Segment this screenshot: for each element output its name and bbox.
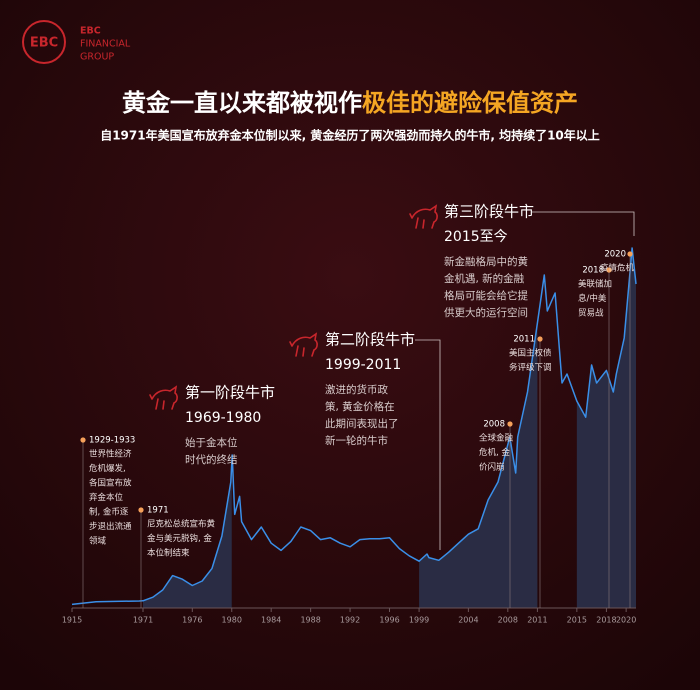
phase-years: 1969-1980 — [185, 410, 261, 426]
x-tick-label: 1984 — [261, 616, 281, 625]
annotation-dot — [537, 336, 543, 342]
phase-title: 第二阶段牛市 — [325, 331, 415, 349]
x-tick-label: 2008 — [498, 616, 518, 625]
logo-text: EBC — [80, 26, 101, 37]
annotation-year: 1929-1933 — [89, 436, 135, 446]
annotation-text: 贸易战 — [578, 308, 604, 319]
title: 黄金一直以来都被视作极佳的避险保值资产 — [122, 89, 578, 117]
x-tick-label: 1988 — [300, 616, 320, 625]
x-tick-label: 2011 — [527, 616, 547, 625]
phase-description: 格局可能会给它提 — [444, 289, 528, 302]
phase-description: 新金融格局中的黄 — [444, 255, 528, 268]
phase-description: 时代的终结 — [185, 453, 238, 466]
x-tick-label: 2018 — [596, 616, 616, 625]
x-tick-label: 1992 — [340, 616, 360, 625]
annotation-text: 领域 — [89, 536, 107, 547]
bull-icon-shape — [289, 332, 318, 357]
annotation-text: 各国宣布放 — [89, 478, 132, 489]
phase-years: 2015至今 — [444, 229, 508, 245]
bull-period-area — [576, 248, 636, 608]
annotation-text: 本位制结束 — [147, 548, 190, 559]
annotation-dot — [138, 507, 144, 513]
annotation-text: 美国主权债 — [509, 348, 552, 359]
annotation-dot — [80, 437, 86, 443]
phase-description: 此期间表现出了 — [325, 417, 399, 430]
subtitle: 自1971年美国宣布放弃金本位制以来, 黄金经历了两次强劲而持久的牛市, 均持续… — [100, 128, 600, 143]
annotation-dot — [627, 251, 633, 257]
phase-description: 新一轮的牛市 — [325, 434, 388, 447]
x-tick-label: 1996 — [379, 616, 399, 625]
annotation-text: 价闪崩 — [479, 462, 505, 473]
x-tick-label: 1976 — [182, 616, 202, 625]
annotation-text: 步退出流通 — [89, 521, 132, 532]
annotation-text: 美联储加 — [578, 279, 612, 290]
x-tick-label: 1980 — [222, 616, 242, 625]
phase-connector — [415, 339, 441, 550]
bull-icon — [149, 385, 178, 410]
title-part: 黄金一直以来都被视作 — [122, 89, 362, 117]
title-highlight: 极佳的避险保值资产 — [362, 89, 578, 117]
annotation-year: 1971 — [147, 506, 169, 516]
logo-ring — [22, 20, 66, 64]
annotation-year: 2020 — [604, 250, 626, 260]
x-tick-label: 1999 — [409, 616, 429, 625]
phase-description: 供更大的运行空间 — [444, 306, 528, 319]
annotation-text: 危机, 金 — [479, 447, 510, 458]
x-tick-label: 1971 — [133, 616, 153, 625]
x-tick-label: 2004 — [458, 616, 478, 625]
phase-connector — [532, 211, 635, 236]
logo-text: FINANCIAL — [80, 39, 131, 50]
phase-title: 第三阶段牛市 — [444, 203, 534, 221]
bull-icon — [289, 332, 318, 357]
annotation-text: 制, 金币逐 — [89, 507, 129, 518]
annotation-text: 疫情危机 — [600, 263, 635, 274]
phase-title: 第一阶段牛市 — [185, 384, 275, 402]
plot: 1915 1971 1976 1980 1984 1988 1992 1996 1999 2004… — [62, 203, 637, 625]
phase-years: 1999-2011 — [325, 357, 401, 373]
x-tick-label: 2015 — [567, 616, 587, 625]
annotation-text: 危机爆发, — [89, 463, 126, 474]
annotation-dot — [507, 421, 513, 427]
annotation-year: 2008 — [483, 420, 505, 430]
phase-description: 激进的货币政 — [325, 383, 388, 396]
annotation-text: 息/中美 — [578, 293, 607, 304]
logo-text: GROUP — [80, 52, 114, 63]
annotation-text: 全球金融 — [479, 433, 514, 444]
x-tick-label: 1915 — [62, 616, 82, 625]
logo: EBC EBC FINANCIAL GROUP — [22, 20, 131, 64]
bull-icon-shape — [149, 385, 178, 410]
logo-letters: EBC — [30, 36, 58, 51]
phase-description: 金机遇, 新的金融 — [444, 272, 525, 285]
annotation-text: 世界性经济 — [89, 449, 132, 460]
bull-icon — [409, 204, 438, 229]
bull-period-area — [419, 323, 538, 608]
annotation-dot — [606, 267, 612, 273]
price-line — [71, 247, 637, 606]
annotation-text: 金与美元脱钩, 金 — [147, 533, 212, 544]
phase-description: 始于金本位 — [185, 436, 238, 449]
annotation-text: 务评级下调 — [509, 362, 552, 373]
annotation-year: 2011 — [513, 335, 535, 345]
annotation-year: 2018 — [582, 266, 604, 276]
phase-description: 策, 黄金价格在 — [325, 400, 395, 413]
bull-icon-shape — [409, 204, 438, 229]
annotation-text: 弃金本位 — [89, 492, 124, 503]
annotation-text: 尼克松总统宣布黄 — [147, 519, 216, 530]
x-tick-label: 2020 — [616, 616, 636, 625]
